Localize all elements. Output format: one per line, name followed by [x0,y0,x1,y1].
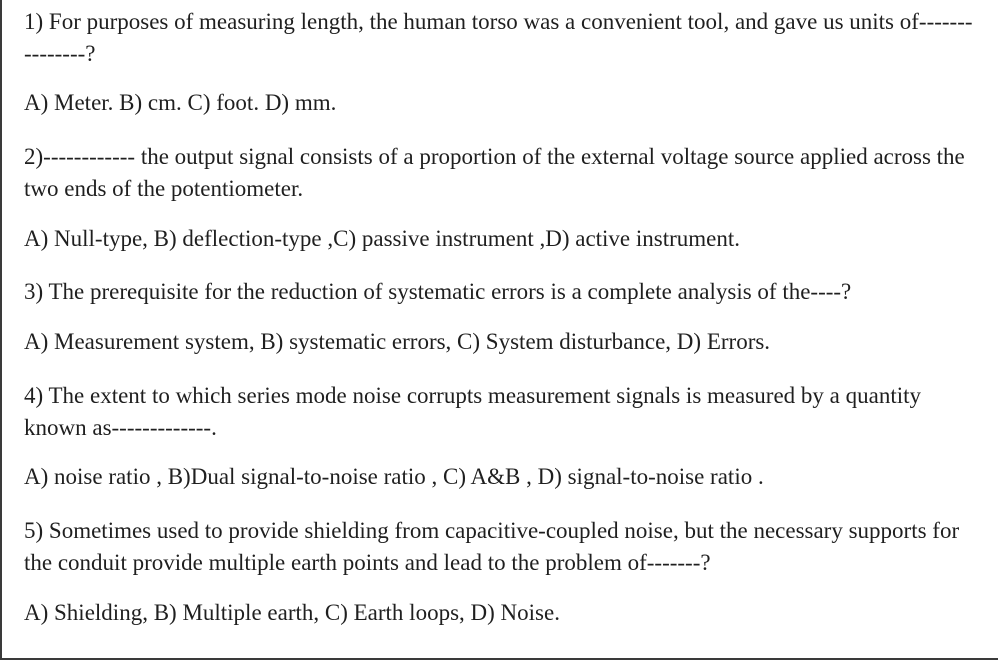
question-5-options: A) Shielding, B) Multiple earth, C) Eart… [24,597,980,629]
question-2-prompt: 2)------------ the output signal consist… [24,141,980,204]
question-2-options: A) Null-type, B) deflection-type ,C) pas… [24,223,980,255]
exam-page: 1) For purposes of measuring length, the… [0,0,998,660]
question-3-options: A) Measurement system, B) systematic err… [24,326,980,358]
question-3-prompt: 3) The prerequisite for the reduction of… [24,276,980,308]
question-4-options: A) noise ratio , B)Dual signal-to-noise … [24,461,980,493]
question-1-prompt: 1) For purposes of measuring length, the… [24,6,980,69]
question-5-prompt: 5) Sometimes used to provide shielding f… [24,515,980,578]
question-4-prompt: 4) The extent to which series mode noise… [24,380,980,443]
question-1-options: A) Meter. B) cm. C) foot. D) mm. [24,87,980,119]
